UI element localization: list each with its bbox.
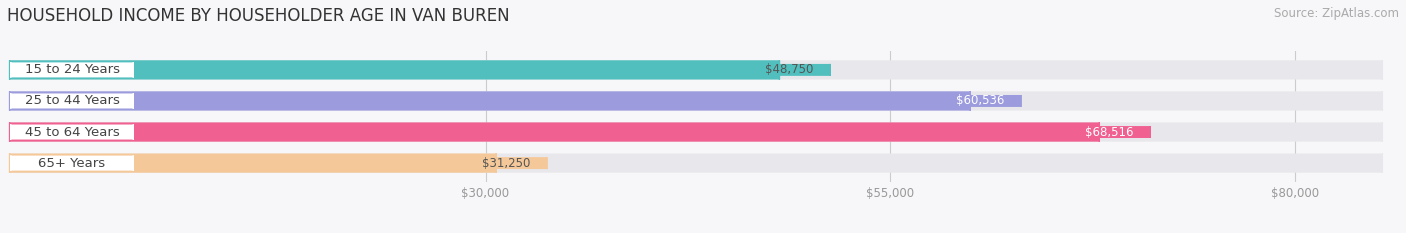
FancyBboxPatch shape — [748, 64, 830, 76]
FancyBboxPatch shape — [11, 124, 134, 140]
Text: Source: ZipAtlas.com: Source: ZipAtlas.com — [1274, 7, 1399, 20]
FancyBboxPatch shape — [10, 91, 1382, 111]
Text: 15 to 24 Years: 15 to 24 Years — [24, 63, 120, 76]
Text: $31,250: $31,250 — [482, 157, 530, 170]
FancyBboxPatch shape — [11, 93, 134, 109]
FancyBboxPatch shape — [10, 60, 779, 79]
FancyBboxPatch shape — [11, 156, 134, 171]
FancyBboxPatch shape — [10, 154, 1382, 173]
Text: HOUSEHOLD INCOME BY HOUSEHOLDER AGE IN VAN BUREN: HOUSEHOLD INCOME BY HOUSEHOLDER AGE IN V… — [7, 7, 509, 25]
FancyBboxPatch shape — [939, 95, 1021, 107]
Text: $68,516: $68,516 — [1084, 126, 1133, 139]
Text: 25 to 44 Years: 25 to 44 Years — [24, 94, 120, 107]
FancyBboxPatch shape — [11, 62, 134, 77]
Text: $48,750: $48,750 — [765, 63, 813, 76]
FancyBboxPatch shape — [465, 157, 547, 169]
FancyBboxPatch shape — [10, 122, 1382, 142]
FancyBboxPatch shape — [10, 91, 970, 111]
Text: $60,536: $60,536 — [956, 94, 1004, 107]
Text: 65+ Years: 65+ Years — [38, 157, 105, 170]
FancyBboxPatch shape — [10, 60, 1382, 79]
FancyBboxPatch shape — [10, 122, 1099, 142]
FancyBboxPatch shape — [10, 154, 496, 173]
Text: 45 to 64 Years: 45 to 64 Years — [25, 126, 120, 139]
FancyBboxPatch shape — [1069, 126, 1150, 138]
